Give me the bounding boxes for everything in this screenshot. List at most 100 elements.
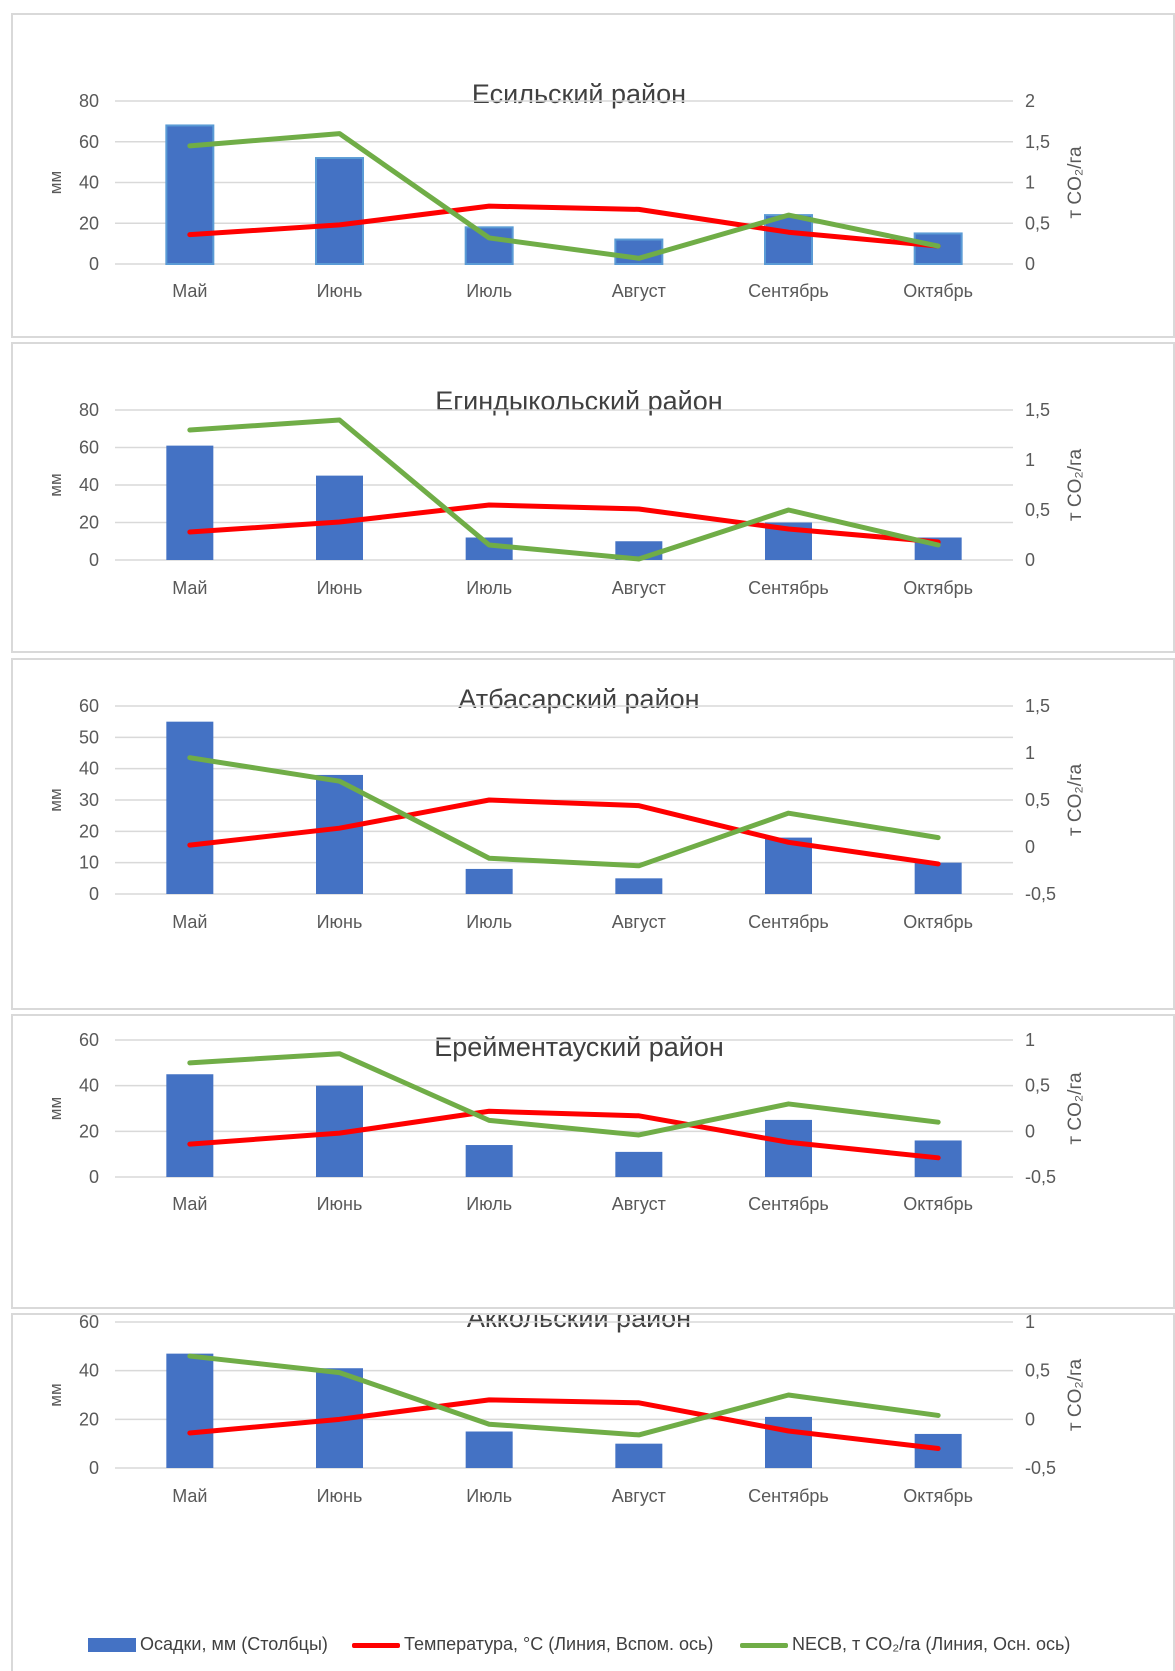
y-tick-label: 60 <box>79 132 99 152</box>
category-label: Июнь <box>317 1194 363 1214</box>
y2-tick-label: 0,5 <box>1025 1076 1050 1096</box>
y-tick-label: 40 <box>79 1076 99 1096</box>
bar <box>166 445 214 560</box>
necb-line <box>187 131 941 261</box>
category-label: Август <box>612 912 666 932</box>
chart-svg: Егиндыкольский район 0 20 40 60 80 0 0,5 1 1,5 мм т… <box>46 386 1086 598</box>
chart-title: Атбасарский район <box>458 684 699 714</box>
y-axis-label: мм <box>46 788 65 811</box>
y2-tick-label: 2 <box>1025 91 1035 111</box>
y-tick-label: 0 <box>89 1458 99 1478</box>
category-label: Октябрь <box>903 578 973 598</box>
chart-panel-akkol: Аккольский район 0 20 40 60 -0,5 0 0,5 1 мм т CO₂/… <box>11 1313 1175 1671</box>
category-label: Июль <box>466 578 512 598</box>
necb-line <box>187 417 941 562</box>
y-tick-label: 20 <box>79 1121 99 1141</box>
legend: Осадки, мм (Столбцы) Температура, °C (Ли… <box>0 1624 1175 1664</box>
legend-item-temperature: Температура, °C (Линия, Вспом. ось) <box>352 1632 713 1656</box>
y2-axis-label: т CO₂/га <box>1065 1072 1086 1145</box>
y-tick-label: 40 <box>79 475 99 495</box>
category-label: Июль <box>466 1194 512 1214</box>
temperature-line <box>187 797 941 867</box>
chart-panel-egindykol: Егиндыкольский район 0 20 40 60 80 0 0,5 1 1,5 мм т… <box>11 342 1175 653</box>
chart-title: Есильский район <box>472 79 686 109</box>
y-tick-label: 0 <box>89 550 99 570</box>
bar <box>765 1119 812 1177</box>
y-tick-label: 20 <box>79 821 99 841</box>
legend-label-temperature: Температура, °C (Линия, Вспом. ось) <box>404 1634 714 1654</box>
necb-line <box>187 1051 941 1138</box>
y-tick-label: 10 <box>79 853 99 873</box>
y-tick-label: 60 <box>79 1030 99 1050</box>
y-axis-label: мм <box>46 1097 65 1120</box>
y2-axis-label: т CO₂/га <box>1065 146 1086 219</box>
chart-title: Аккольский район <box>467 1315 691 1333</box>
necb-line <box>187 755 941 869</box>
bar <box>166 1353 214 1468</box>
y-tick-label: 40 <box>79 173 99 193</box>
y-tick-label: 40 <box>79 759 99 779</box>
bar <box>165 124 215 265</box>
y-axis-label: мм <box>46 1383 65 1406</box>
category-label: Август <box>612 578 666 598</box>
chart-panel-esil: Есильский район 0 20 40 60 80 0 0,5 1 1,5 2 мм т CO₂… <box>11 13 1175 338</box>
chart-svg: Ерейментауский район 0 20 40 60 -0,5 0 0,5 1 мм т … <box>46 1030 1086 1214</box>
bar <box>166 721 214 894</box>
y-tick-label: 0 <box>89 1167 99 1187</box>
temperature-line <box>187 1108 941 1161</box>
bar <box>615 1443 663 1468</box>
category-label: Май <box>172 1194 207 1214</box>
legend-swatch-necb <box>740 1642 788 1648</box>
category-label: Октябрь <box>903 281 973 301</box>
y-tick-label: 20 <box>79 213 99 233</box>
category-label: Август <box>612 1486 666 1506</box>
bar <box>465 1431 513 1468</box>
chart-svg: Атбасарский район 0 10 20 30 40 50 60 -0,5 0 0,5 1 1… <box>46 684 1086 932</box>
category-label: Октябрь <box>903 912 973 932</box>
y-tick-label: 60 <box>79 1315 99 1332</box>
bar <box>615 878 663 894</box>
chart-title: Егиндыкольский район <box>435 386 722 416</box>
category-label: Сентябрь <box>748 1194 829 1214</box>
y2-tick-label: 1,5 <box>1025 696 1050 716</box>
y-tick-label: 60 <box>79 438 99 458</box>
y-axis-label: мм <box>46 171 65 194</box>
y-axis-label: мм <box>46 473 65 496</box>
y2-tick-label: 1 <box>1025 450 1035 470</box>
category-label: Май <box>172 912 207 932</box>
y2-tick-label: 1,5 <box>1025 400 1050 420</box>
y-tick-label: 0 <box>89 254 99 274</box>
y-tick-label: 60 <box>79 696 99 716</box>
y2-tick-label: 0 <box>1025 1121 1035 1141</box>
y2-tick-label: 0,5 <box>1025 213 1050 233</box>
bar <box>464 226 514 265</box>
category-label: Май <box>172 1486 207 1506</box>
category-label: Сентябрь <box>748 578 829 598</box>
y2-axis-label: т CO₂/га <box>1065 763 1086 836</box>
category-label: Май <box>172 578 207 598</box>
bar <box>465 1145 513 1177</box>
y2-axis-label: т CO₂/га <box>1065 448 1086 521</box>
category-label: Октябрь <box>903 1194 973 1214</box>
category-label: Июнь <box>317 281 363 301</box>
temperature-line <box>187 203 941 249</box>
y2-tick-label: 1 <box>1025 1315 1035 1332</box>
necb-line <box>187 1353 941 1438</box>
category-label: Август <box>612 281 666 301</box>
bar <box>316 774 363 894</box>
y-tick-label: 20 <box>79 1409 99 1429</box>
bar <box>765 1416 812 1468</box>
y2-tick-label: 0 <box>1025 254 1035 274</box>
legend-item-bars: Осадки, мм (Столбцы) <box>88 1632 328 1656</box>
legend-swatch-temperature <box>352 1642 400 1648</box>
legend-item-necb: NECB, т CO₂/га (Линия, Осн. ось) <box>740 1632 1070 1656</box>
y-tick-label: 20 <box>79 513 99 533</box>
category-label: Август <box>612 1194 666 1214</box>
category-label: Сентябрь <box>748 1486 829 1506</box>
category-label: Июнь <box>317 1486 363 1506</box>
y2-axis-label: т CO₂/га <box>1065 1358 1086 1431</box>
legend-swatch-bars <box>88 1638 136 1653</box>
temperature-line <box>187 1397 941 1452</box>
y2-tick-label: 1,5 <box>1025 132 1050 152</box>
category-label: Июль <box>466 1486 512 1506</box>
